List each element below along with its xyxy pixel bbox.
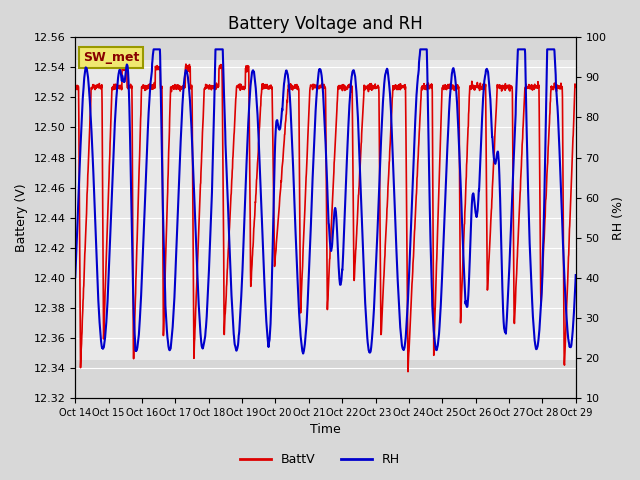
Y-axis label: RH (%): RH (%) — [612, 196, 625, 240]
RH — [302, 330, 310, 336]
BattV — [182, 61, 190, 67]
BattV — [558, 84, 566, 89]
RH — [466, 256, 474, 262]
BattV — [301, 188, 309, 193]
Title: Battery Voltage and RH: Battery Voltage and RH — [228, 15, 423, 33]
Line: BattV: BattV — [76, 64, 576, 372]
BattV — [404, 369, 412, 374]
Line: RH: RH — [76, 49, 576, 354]
RH — [72, 275, 79, 280]
RH — [97, 336, 105, 342]
Bar — [76, 37, 576, 60]
BattV — [97, 84, 105, 89]
Legend: BattV, RH: BattV, RH — [235, 448, 405, 471]
Bar — [76, 360, 576, 398]
RH — [558, 204, 566, 210]
RH — [572, 272, 580, 278]
BattV — [466, 84, 474, 89]
BattV — [572, 84, 580, 90]
Y-axis label: Battery (V): Battery (V) — [15, 183, 28, 252]
X-axis label: Time: Time — [310, 423, 341, 436]
BattV — [315, 86, 323, 92]
Text: SW_met: SW_met — [83, 51, 139, 64]
RH — [557, 198, 565, 204]
RH — [300, 351, 307, 357]
BattV — [72, 82, 79, 87]
BattV — [557, 85, 565, 91]
RH — [150, 47, 157, 52]
RH — [316, 67, 323, 72]
